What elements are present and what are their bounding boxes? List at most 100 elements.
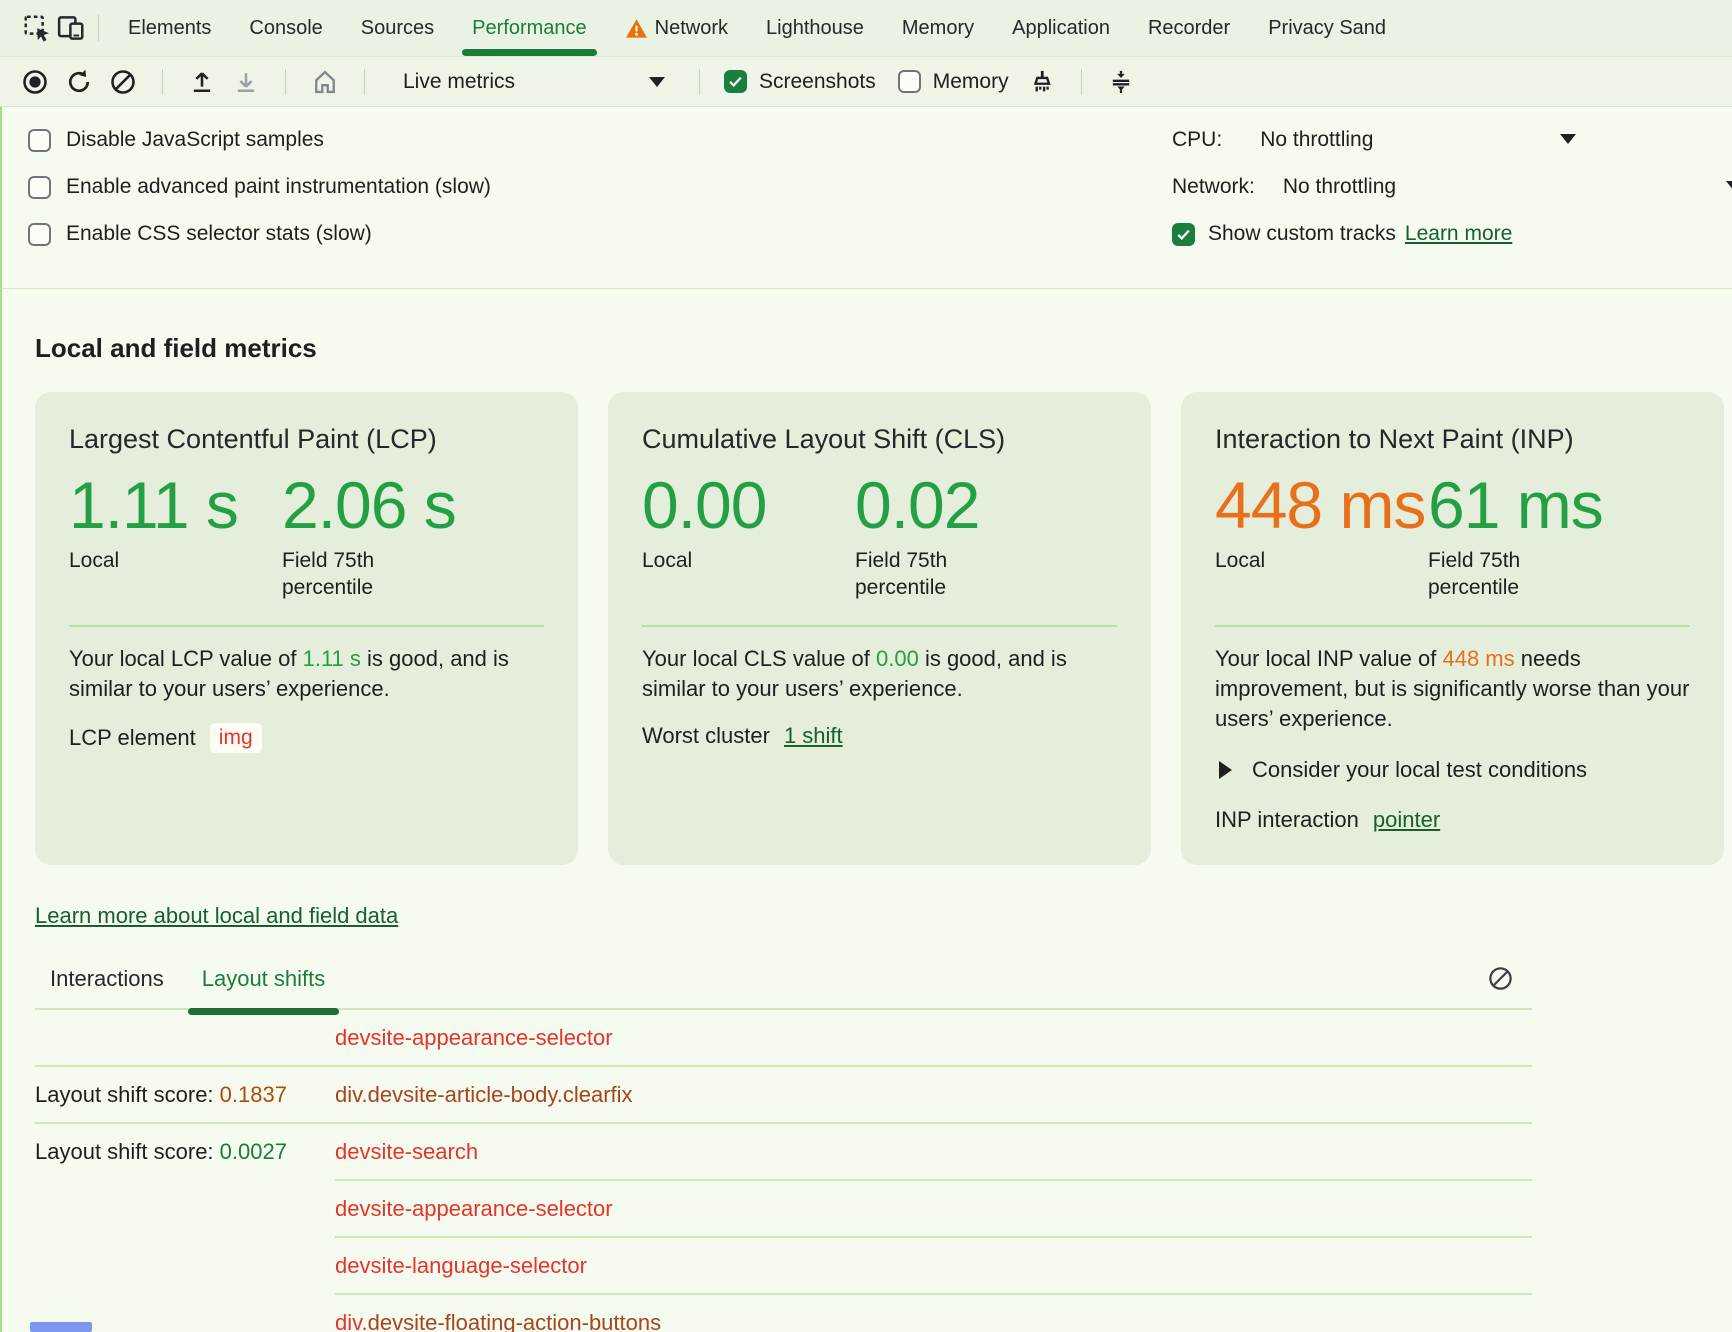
lcp-local-value: 1.11 s (69, 469, 282, 541)
cpu-label: CPU: (1172, 128, 1222, 152)
worst-cluster-label: Worst cluster (642, 723, 770, 749)
shift-node-link[interactable]: div.devsite-floating-action-buttons (335, 1310, 661, 1332)
inp-card-title: Interaction to Next Paint (INP) (1215, 424, 1690, 455)
tab-label: Console (249, 17, 322, 40)
tab-network[interactable]: Network (606, 0, 747, 56)
worst-cluster-link[interactable]: 1 shift (784, 723, 843, 749)
network-throttling-row: Network: No throttling (1172, 172, 1732, 202)
tab-label: Recorder (1148, 17, 1230, 40)
layout-shift-row[interactable]: Layout shift score: 0.1837 div.devsite-a… (35, 1067, 1532, 1122)
cpu-throttling-row: CPU: No throttling (1172, 125, 1732, 155)
throttling-column: CPU: No throttling Network: No throttlin… (1172, 125, 1732, 249)
cpu-throttle-select[interactable]: No throttling (1260, 128, 1373, 152)
inspect-element-icon[interactable] (20, 11, 54, 45)
inp-interaction-label: INP interaction (1215, 807, 1359, 833)
toolbar-separator (285, 69, 286, 95)
view-mode-select[interactable]: Live metrics (389, 70, 675, 94)
card-divider (642, 625, 1117, 627)
shift-score: Layout shift score: 0.1837 (35, 1082, 335, 1108)
lcp-local-label: Local (69, 547, 229, 574)
tab-layout-shifts[interactable]: Layout shifts (202, 966, 326, 992)
tab-elements[interactable]: Elements (109, 0, 230, 56)
inp-interaction-link[interactable]: pointer (1373, 807, 1440, 833)
expander-triangle-icon (1219, 761, 1232, 779)
screenshots-checkbox-row[interactable]: Screenshots (724, 70, 876, 94)
tab-memory[interactable]: Memory (883, 0, 993, 56)
card-divider (69, 625, 544, 627)
shift-node-link[interactable]: div.devsite-article-body.clearfix (335, 1082, 633, 1108)
tab-label: Memory (902, 17, 974, 40)
device-toolbar-icon[interactable] (54, 11, 88, 45)
tab-privacy-sandbox[interactable]: Privacy Sand (1249, 0, 1405, 56)
shift-node-link[interactable]: devsite-language-selector (335, 1253, 587, 1279)
garbage-collect-icon[interactable] (1027, 67, 1057, 97)
memory-checkbox-row[interactable]: Memory (898, 70, 1009, 94)
tab-interactions[interactable]: Interactions (50, 966, 164, 992)
upload-profile-icon[interactable] (187, 67, 217, 97)
shift-node-link[interactable]: devsite-appearance-selector (335, 1196, 613, 1222)
clear-button[interactable] (108, 67, 138, 97)
cls-local-value: 0.00 (642, 469, 855, 541)
disable-js-samples-checkbox[interactable] (28, 129, 51, 152)
css-selector-stats-label: Enable CSS selector stats (slow) (66, 222, 372, 246)
collapse-panel-icon[interactable] (1106, 67, 1136, 97)
lcp-field-value: 2.06 s (282, 469, 456, 541)
inp-inline-value: 448 ms (1442, 646, 1514, 671)
cls-description: Your local CLS value of 0.00 is good, an… (642, 644, 1117, 704)
custom-tracks-row: Show custom tracks Learn more (1172, 219, 1732, 249)
layout-shift-row[interactable]: devsite-appearance-selector (35, 1181, 1532, 1236)
layout-shift-row[interactable]: devsite-language-selector (35, 1238, 1532, 1293)
lcp-element-label: LCP element (69, 725, 196, 751)
network-throttle-select[interactable]: No throttling (1283, 175, 1396, 199)
css-selector-stats-checkbox[interactable] (28, 223, 51, 246)
view-mode-value: Live metrics (403, 70, 515, 94)
layout-shift-row[interactable]: devsite-appearance-selector (35, 1010, 1532, 1065)
page-title: Local and field metrics (35, 289, 1732, 364)
inp-field-label: Field 75th percentile (1428, 547, 1588, 601)
advanced-paint-checkbox[interactable] (28, 176, 51, 199)
lcp-card-title: Largest Contentful Paint (LCP) (69, 424, 544, 455)
tab-lighthouse[interactable]: Lighthouse (747, 0, 883, 56)
tab-application[interactable]: Application (993, 0, 1129, 56)
custom-tracks-checkbox[interactable] (1172, 223, 1195, 246)
lcp-element-node-link[interactable]: img (210, 723, 262, 753)
custom-tracks-learn-more-link[interactable]: Learn more (1405, 222, 1512, 246)
live-metrics-view: Local and field metrics Largest Contentf… (0, 289, 1732, 1332)
screenshots-checkbox[interactable] (724, 70, 747, 93)
tab-label: Elements (128, 17, 211, 40)
record-button[interactable] (20, 67, 50, 97)
inp-description: Your local INP value of 448 ms needs imp… (1215, 644, 1690, 734)
expander-label: Consider your local test conditions (1252, 757, 1587, 783)
lcp-inline-value: 1.11 s (303, 646, 361, 671)
tab-console[interactable]: Console (230, 0, 341, 56)
tab-performance[interactable]: Performance (453, 0, 606, 56)
layout-shift-row[interactable]: div.devsite-floating-action-buttons (35, 1295, 1532, 1332)
tab-sources[interactable]: Sources (342, 0, 453, 56)
clear-log-icon[interactable] (1487, 965, 1514, 992)
tab-recorder[interactable]: Recorder (1129, 0, 1249, 56)
layout-shift-row[interactable]: Layout shift score: 0.0027 devsite-searc… (35, 1124, 1532, 1179)
lcp-description: Your local LCP value of 1.11 s is good, … (69, 644, 544, 704)
chevron-down-icon[interactable] (1726, 181, 1732, 191)
download-profile-icon[interactable] (231, 67, 261, 97)
lcp-field-label: Field 75th percentile (282, 547, 442, 601)
toolbar-separator (1081, 69, 1082, 95)
local-field-data-learn-more-link[interactable]: Learn more about local and field data (35, 903, 398, 929)
shift-node-link[interactable]: devsite-search (335, 1139, 478, 1165)
inp-local-value: 448 ms (1215, 469, 1428, 541)
shift-score-value: 0.0027 (220, 1139, 287, 1164)
focused-row-indicator (30, 1322, 92, 1332)
toolbar-separator (364, 69, 365, 95)
cls-field-label: Field 75th percentile (855, 547, 1015, 601)
cls-field-value: 0.02 (855, 469, 1015, 541)
tab-label: Lighthouse (766, 17, 864, 40)
lcp-card: Largest Contentful Paint (LCP) 1.11 s Lo… (35, 392, 578, 865)
reload-record-button[interactable] (64, 67, 94, 97)
shift-node-link[interactable]: devsite-appearance-selector (335, 1025, 613, 1051)
inp-card: Interaction to Next Paint (INP) 448 ms L… (1181, 392, 1724, 865)
home-icon[interactable] (310, 67, 340, 97)
memory-checkbox[interactable] (898, 70, 921, 93)
local-test-conditions-expander[interactable]: Consider your local test conditions (1215, 757, 1690, 783)
chevron-down-icon[interactable] (1560, 134, 1576, 144)
tab-label: Privacy Sand (1268, 17, 1386, 40)
